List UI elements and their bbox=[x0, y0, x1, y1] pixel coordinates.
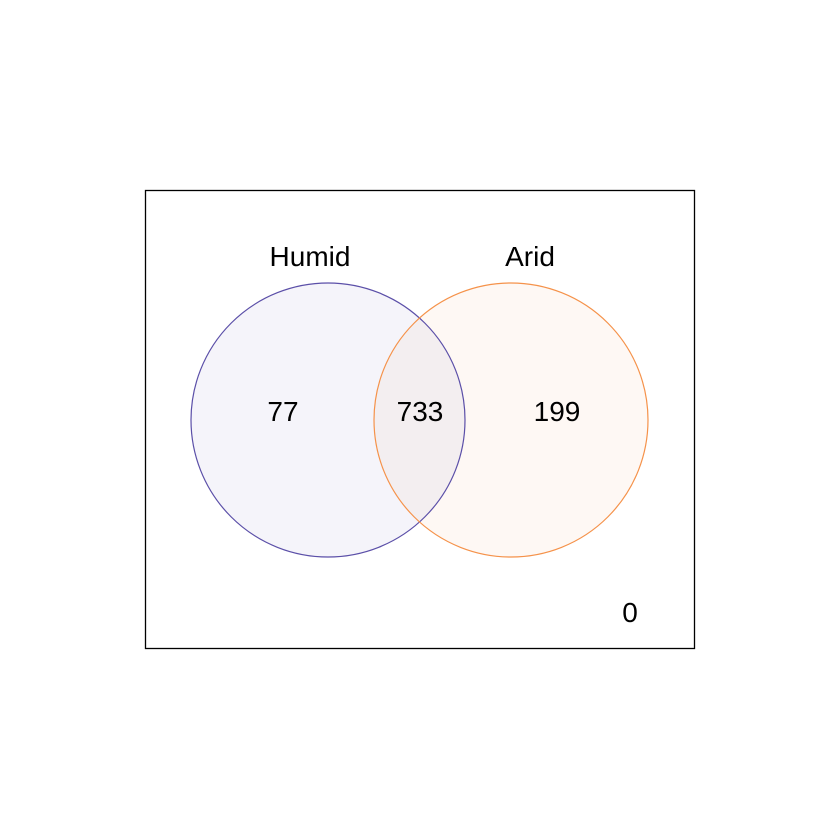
humid-set-label: Humid bbox=[270, 241, 351, 272]
humid-set-outline bbox=[190, 282, 466, 558]
universe-frame bbox=[144, 189, 696, 650]
outside-count: 0 bbox=[622, 597, 638, 628]
intersection-region bbox=[374, 283, 465, 557]
arid-set-outline bbox=[373, 282, 649, 558]
arid-only-count: 199 bbox=[534, 396, 581, 427]
intersection-count: 733 bbox=[397, 396, 444, 427]
arid-set-label: Arid bbox=[505, 241, 555, 272]
humid-only-count: 77 bbox=[267, 396, 298, 427]
